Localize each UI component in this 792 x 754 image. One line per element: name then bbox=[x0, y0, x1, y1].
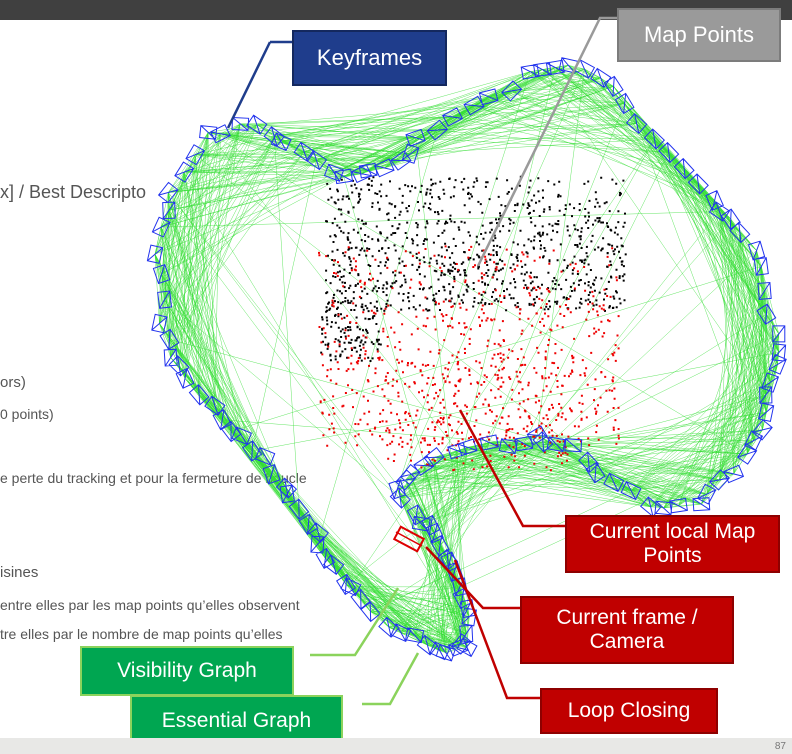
bottom-bar bbox=[0, 738, 792, 754]
current-camera-icon bbox=[395, 531, 423, 547]
page-number: 87 bbox=[774, 741, 786, 752]
map-points bbox=[320, 175, 627, 362]
loop-closing-label: Loop Closing bbox=[540, 688, 718, 734]
current-frame-camera-label: Current frame / Camera bbox=[520, 596, 734, 664]
background-text-line: e perte du tracking et pour la fermeture… bbox=[0, 470, 307, 486]
background-text-line: tre elles par le nombre de map points qu… bbox=[0, 626, 283, 642]
local-map-points bbox=[318, 245, 620, 472]
background-text-line: x] / Best Descripto bbox=[0, 182, 147, 202]
map-points-label: Map Points bbox=[617, 8, 781, 62]
visibility-graph-label: Visibility Graph bbox=[80, 646, 294, 696]
top-bar bbox=[0, 0, 792, 20]
background-text-line: isines bbox=[0, 564, 39, 581]
current-local-map-points-label: Current local Map Points bbox=[565, 515, 780, 573]
keyframes-label: Keyframes bbox=[292, 30, 447, 86]
background-text-line: 0 points) bbox=[0, 406, 54, 422]
covisibility-edges bbox=[154, 65, 780, 653]
background-text-line: ors) bbox=[0, 374, 26, 391]
leader-lines bbox=[226, 16, 617, 706]
background-text-line: entre elles par les map points qu’elles … bbox=[0, 597, 300, 613]
